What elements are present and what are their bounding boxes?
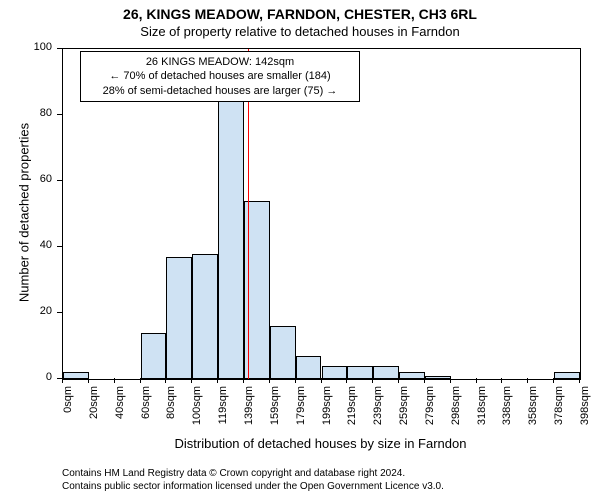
x-tick-mark xyxy=(62,378,63,383)
info-box: 26 KINGS MEADOW: 142sqm ← 70% of detache… xyxy=(80,51,360,102)
x-tick-label: 239sqm xyxy=(372,386,384,486)
x-tick-mark xyxy=(476,378,477,383)
histogram-bar xyxy=(141,333,167,379)
x-tick-mark xyxy=(424,378,425,383)
histogram-bar xyxy=(322,366,348,379)
x-tick-mark xyxy=(191,378,192,383)
x-tick-label: 159sqm xyxy=(269,386,281,486)
x-tick-label: 199sqm xyxy=(321,386,333,486)
x-tick-mark xyxy=(527,378,528,383)
x-tick-label: 338sqm xyxy=(501,386,513,486)
y-tick-mark xyxy=(57,114,62,115)
x-tick-mark xyxy=(501,378,502,383)
x-tick-mark xyxy=(372,378,373,383)
y-tick-label: 100 xyxy=(0,41,52,53)
page-title: 26, KINGS MEADOW, FARNDON, CHESTER, CH3 … xyxy=(0,0,600,22)
x-tick-label: 298sqm xyxy=(450,386,462,486)
x-tick-mark xyxy=(88,378,89,383)
x-tick-label: 259sqm xyxy=(398,386,410,486)
x-tick-mark xyxy=(269,378,270,383)
x-tick-label: 119sqm xyxy=(217,386,229,486)
histogram-bar xyxy=(373,366,399,379)
x-tick-mark xyxy=(398,378,399,383)
page-subtitle: Size of property relative to detached ho… xyxy=(0,22,600,39)
y-tick-label: 60 xyxy=(0,173,52,185)
y-axis-title: Number of detached properties xyxy=(17,93,32,333)
y-tick-label: 0 xyxy=(0,371,52,383)
x-tick-label: 80sqm xyxy=(165,386,177,486)
info-line-1: 26 KINGS MEADOW: 142sqm xyxy=(87,55,353,69)
x-tick-mark xyxy=(295,378,296,383)
x-tick-label: 318sqm xyxy=(476,386,488,486)
x-tick-mark xyxy=(346,378,347,383)
histogram-bar xyxy=(166,257,192,379)
x-tick-label: 219sqm xyxy=(346,386,358,486)
histogram-bar xyxy=(270,326,296,379)
x-tick-label: 398sqm xyxy=(579,386,591,486)
x-tick-label: 139sqm xyxy=(243,386,255,486)
y-tick-label: 20 xyxy=(0,305,52,317)
x-tick-label: 179sqm xyxy=(295,386,307,486)
info-line-2: ← 70% of detached houses are smaller (18… xyxy=(87,69,353,83)
x-tick-label: 20sqm xyxy=(88,386,100,486)
y-tick-label: 40 xyxy=(0,239,52,251)
y-tick-mark xyxy=(57,312,62,313)
histogram-bar xyxy=(192,254,218,379)
y-tick-mark xyxy=(57,246,62,247)
x-tick-mark xyxy=(321,378,322,383)
chart-container: 26, KINGS MEADOW, FARNDON, CHESTER, CH3 … xyxy=(0,0,600,500)
histogram-bar xyxy=(554,372,580,379)
x-tick-label: 279sqm xyxy=(424,386,436,486)
x-tick-mark xyxy=(579,378,580,383)
x-tick-mark xyxy=(217,378,218,383)
x-tick-mark xyxy=(243,378,244,383)
x-tick-mark xyxy=(165,378,166,383)
x-tick-label: 100sqm xyxy=(191,386,203,486)
histogram-bar xyxy=(63,372,89,379)
histogram-bar xyxy=(425,376,451,379)
x-tick-mark xyxy=(140,378,141,383)
histogram-bar xyxy=(218,72,244,379)
x-tick-label: 60sqm xyxy=(140,386,152,486)
histogram-bar xyxy=(296,356,322,379)
y-tick-label: 80 xyxy=(0,107,52,119)
x-tick-label: 40sqm xyxy=(114,386,126,486)
x-tick-mark xyxy=(553,378,554,383)
x-tick-mark xyxy=(114,378,115,383)
histogram-bar xyxy=(399,372,425,379)
x-tick-label: 0sqm xyxy=(62,386,74,486)
info-line-3: 28% of semi-detached houses are larger (… xyxy=(87,84,353,98)
y-tick-mark xyxy=(57,48,62,49)
histogram-bar xyxy=(347,366,373,379)
x-tick-label: 378sqm xyxy=(553,386,565,486)
y-tick-mark xyxy=(57,180,62,181)
x-tick-label: 358sqm xyxy=(527,386,539,486)
x-tick-mark xyxy=(450,378,451,383)
